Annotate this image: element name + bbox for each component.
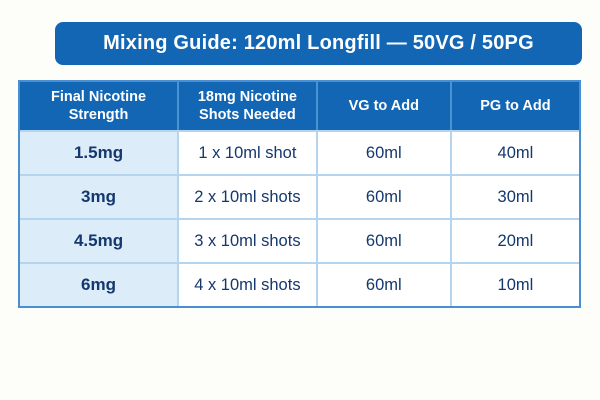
strength-cell: 4.5mg bbox=[20, 218, 178, 262]
strength-cell: 3mg bbox=[20, 174, 178, 218]
table-header: Final Nicotine Strength 18mg Nicotine Sh… bbox=[20, 82, 579, 130]
header-row: Final Nicotine Strength 18mg Nicotine Sh… bbox=[20, 82, 579, 130]
column-header-nicotine-shots-needed: 18mg Nicotine Shots Needed bbox=[177, 82, 316, 130]
title-banner: Mixing Guide: 120ml Longfill — 50VG / 50… bbox=[55, 22, 582, 65]
shots-cell: 3 x 10ml shots bbox=[177, 218, 316, 262]
pg-cell: 10ml bbox=[449, 262, 579, 306]
table-body: 1.5mg 1 x 10ml shot 60ml 40ml 3mg 2 x 10… bbox=[20, 130, 579, 306]
page-title: Mixing Guide: 120ml Longfill — 50VG / 50… bbox=[103, 32, 534, 54]
vg-cell: 60ml bbox=[315, 218, 450, 262]
shots-cell: 2 x 10ml shots bbox=[177, 174, 316, 218]
table-row: 6mg 4 x 10ml shots 60ml 10ml bbox=[20, 262, 579, 306]
vg-cell: 60ml bbox=[315, 130, 450, 174]
pg-cell: 30ml bbox=[449, 174, 579, 218]
shots-cell: 1 x 10ml shot bbox=[177, 130, 316, 174]
pg-cell: 20ml bbox=[449, 218, 579, 262]
mixing-guide-table: Final Nicotine Strength 18mg Nicotine Sh… bbox=[18, 80, 581, 308]
table-row: 4.5mg 3 x 10ml shots 60ml 20ml bbox=[20, 218, 579, 262]
vg-cell: 60ml bbox=[315, 262, 450, 306]
pg-cell: 40ml bbox=[449, 130, 579, 174]
shots-cell: 4 x 10ml shots bbox=[177, 262, 316, 306]
table-row: 3mg 2 x 10ml shots 60ml 30ml bbox=[20, 174, 579, 218]
column-header-final-nicotine-strength: Final Nicotine Strength bbox=[20, 82, 178, 130]
column-header-pg-to-add: PG to Add bbox=[449, 82, 579, 130]
strength-cell: 6mg bbox=[20, 262, 178, 306]
table-row: 1.5mg 1 x 10ml shot 60ml 40ml bbox=[20, 130, 579, 174]
column-header-vg-to-add: VG to Add bbox=[315, 82, 450, 130]
vg-cell: 60ml bbox=[315, 174, 450, 218]
strength-cell: 1.5mg bbox=[20, 130, 178, 174]
